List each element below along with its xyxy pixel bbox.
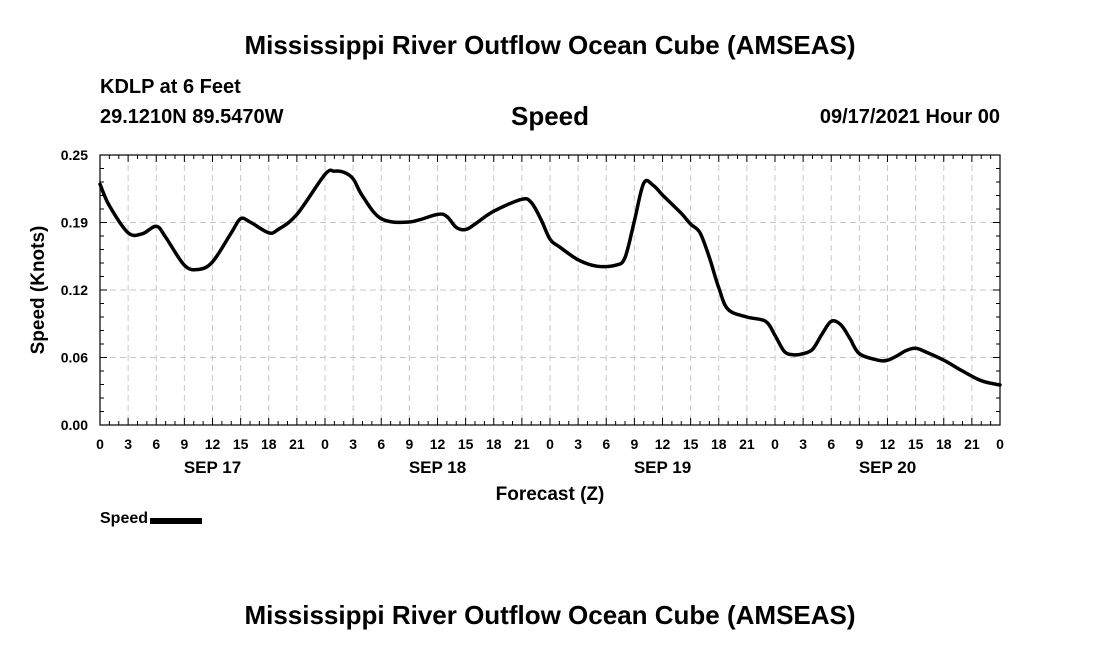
- x-tick-label: 15: [908, 436, 924, 452]
- x-tick-label: 15: [458, 436, 474, 452]
- x-tick-label: 3: [799, 436, 807, 452]
- legend-label: Speed: [100, 510, 149, 527]
- legend: Speed: [100, 510, 203, 528]
- series-line-speed: [98, 168, 1002, 387]
- y-tick-label: 0.00: [61, 417, 88, 433]
- x-tick-label: 21: [739, 436, 755, 452]
- legend-line-swatch: [150, 518, 203, 524]
- x-tick-label: 18: [261, 436, 277, 452]
- x-tick-label: 9: [855, 436, 863, 452]
- x-tick-label: 15: [683, 436, 699, 452]
- x-tick-label: 9: [630, 436, 638, 452]
- x-tick-label: 6: [377, 436, 385, 452]
- y-tick-label: 0.12: [61, 282, 88, 298]
- plot-frame: [99, 154, 1001, 426]
- day-label: SEP 18: [409, 458, 466, 477]
- x-tick-label: 15: [233, 436, 249, 452]
- day-label: SEP 19: [634, 458, 691, 477]
- x-tick-label: 12: [430, 436, 446, 452]
- day-label: SEP 20: [859, 458, 916, 477]
- footer-title: Mississippi River Outflow Ocean Cube (AM…: [244, 600, 856, 630]
- y-tick-label: 0.19: [61, 215, 88, 231]
- x-tick-label: 18: [486, 436, 502, 452]
- x-tick-label: 21: [289, 436, 305, 452]
- x-axis-label: Forecast (Z): [496, 484, 605, 505]
- x-tick-label: 21: [514, 436, 530, 452]
- x-tick-label: 12: [205, 436, 221, 452]
- x-tick-label: 0: [96, 436, 104, 452]
- x-tick-label: 0: [771, 436, 779, 452]
- x-tick-label: 6: [152, 436, 160, 452]
- y-tick-label: 0.25: [61, 147, 88, 163]
- x-tick-label: 3: [574, 436, 582, 452]
- x-tick-label: 6: [827, 436, 835, 452]
- y-axis-label: Speed (Knots): [28, 226, 49, 355]
- x-tick-label: 18: [711, 436, 727, 452]
- x-tick-label: 6: [602, 436, 610, 452]
- x-tick-label: 3: [124, 436, 132, 452]
- x-tick-label: 0: [996, 436, 1004, 452]
- x-tick-label: 3: [349, 436, 357, 452]
- x-tick-label: 12: [655, 436, 671, 452]
- day-label: SEP 17: [184, 458, 241, 477]
- x-tick-label: 21: [964, 436, 980, 452]
- x-tick-label: 0: [546, 436, 554, 452]
- forecast-datetime: 09/17/2021 Hour 00: [819, 106, 1000, 128]
- x-tick-label: 0: [321, 436, 329, 452]
- x-tick-label: 18: [936, 436, 952, 452]
- station-label: KDLP at 6 Feet: [100, 76, 241, 98]
- parameter-title: Speed: [510, 101, 590, 131]
- x-tick-label: 12: [880, 436, 896, 452]
- y-tick-label: 0.06: [61, 350, 88, 366]
- x-tick-label: 9: [180, 436, 188, 452]
- x-tick-label: 9: [405, 436, 413, 452]
- station-coordinates: 29.1210N 89.5470W: [100, 106, 284, 128]
- chart-title: Mississippi River Outflow Ocean Cube (AM…: [244, 30, 856, 60]
